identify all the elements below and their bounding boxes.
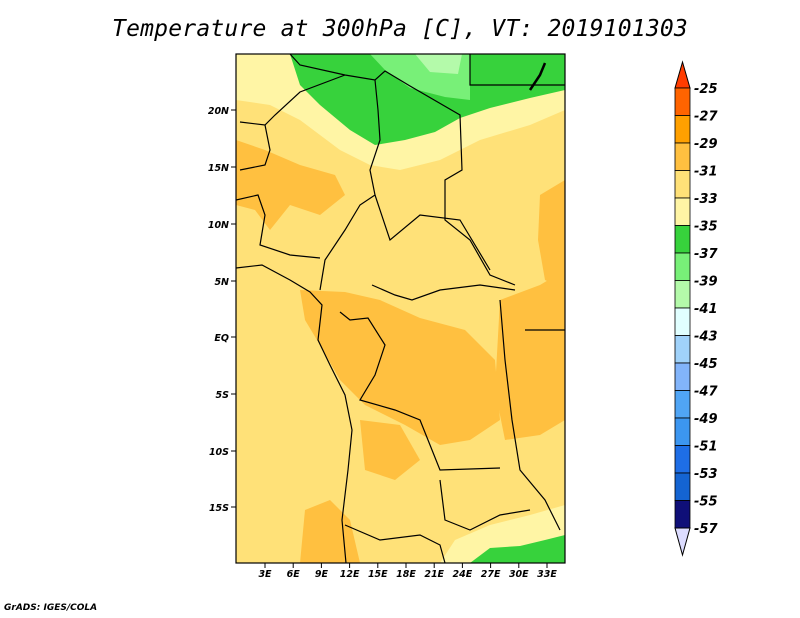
colorbar-label: -49 bbox=[694, 412, 718, 427]
colorbar-label: -31 bbox=[694, 165, 718, 180]
colorbar-label: -45 bbox=[694, 357, 718, 372]
colorbar-swatch bbox=[674, 87, 691, 116]
map-frame bbox=[235, 53, 566, 564]
colorbar-swatch bbox=[674, 335, 691, 364]
colorbar-swatch bbox=[674, 472, 691, 501]
colorbar-swatch bbox=[674, 142, 691, 171]
lon-label: 12E bbox=[340, 569, 360, 580]
lat-label: 5S bbox=[216, 390, 230, 401]
colorbar-under-arrow bbox=[674, 527, 691, 557]
colorbar-label: -43 bbox=[694, 330, 718, 345]
lon-axis: 3E 6E 9E 12E 15E 18E 21E 24E 27E 30E 33E bbox=[258, 563, 557, 580]
colorbar-swatch bbox=[674, 390, 691, 419]
field-orange-central bbox=[360, 420, 420, 480]
colorbar-swatch bbox=[674, 170, 691, 199]
colorbar-swatch bbox=[674, 362, 691, 391]
temperature-field bbox=[236, 54, 565, 563]
lat-label: EQ bbox=[214, 333, 229, 344]
borders bbox=[236, 54, 565, 563]
lat-label: 10N bbox=[208, 220, 229, 231]
colorbar-swatch bbox=[674, 252, 691, 281]
colorbar-label: -33 bbox=[694, 192, 718, 207]
colorbar-label: -53 bbox=[694, 467, 718, 482]
lon-label: 15E bbox=[368, 569, 388, 580]
field-orange-east bbox=[495, 270, 565, 440]
lon-label: 24E bbox=[453, 569, 473, 580]
colorbar-swatch bbox=[674, 417, 691, 446]
lon-label: 30E bbox=[509, 569, 529, 580]
colorbar-swatch bbox=[674, 197, 691, 226]
colorbar-swatch bbox=[674, 500, 691, 529]
colorbar-label: -37 bbox=[694, 247, 718, 262]
field-palegreen-north bbox=[415, 54, 462, 74]
colorbar-swatch bbox=[674, 307, 691, 336]
lon-label: 6E bbox=[287, 569, 301, 580]
colorbar-swatch bbox=[674, 225, 691, 254]
colorbar-label: -29 bbox=[694, 137, 718, 152]
field-green-south bbox=[470, 535, 565, 563]
lon-label: 3E bbox=[258, 569, 272, 580]
colorbar-label: -47 bbox=[694, 385, 718, 400]
colorbar-label: -35 bbox=[694, 220, 718, 235]
lat-label: 10S bbox=[209, 447, 229, 458]
plot-title: Temperature at 300hPa [C], VT: 201910130… bbox=[112, 16, 688, 42]
colorbar: -25 -27 -29 -31 -33 -35 -37 -39 -41 -43 -45 -47 -49 -… bbox=[674, 60, 718, 557]
colorbar-swatch bbox=[674, 280, 691, 309]
colorbar-label: -27 bbox=[694, 110, 718, 125]
colorbar-over-arrow bbox=[674, 60, 691, 89]
colorbar-label: -51 bbox=[694, 440, 718, 455]
colorbar-swatch bbox=[674, 115, 691, 144]
field-orange-congo bbox=[300, 290, 500, 445]
lat-label: 5N bbox=[214, 277, 229, 288]
lon-label: 27E bbox=[481, 569, 501, 580]
field-orange-west bbox=[236, 140, 345, 230]
colorbar-label: -41 bbox=[694, 302, 718, 317]
colorbar-swatch bbox=[674, 445, 691, 474]
colorbar-label: -39 bbox=[694, 275, 718, 290]
field-orange-northeast bbox=[538, 180, 565, 290]
colorbar-label: -55 bbox=[694, 495, 718, 510]
lat-label: 20N bbox=[208, 106, 229, 117]
lat-label: 15S bbox=[209, 503, 229, 514]
lat-axis: 20N 15N 10N 5N EQ 5S 10S 15S bbox=[208, 106, 236, 514]
lon-label: 33E bbox=[537, 569, 557, 580]
colorbar-label: -25 bbox=[694, 82, 718, 97]
lon-label: 9E bbox=[315, 569, 329, 580]
lon-label: 21E bbox=[424, 569, 444, 580]
lon-label: 18E bbox=[396, 569, 416, 580]
footer-credit: GrADS: IGES/COLA bbox=[4, 603, 98, 613]
lat-label: 15N bbox=[208, 163, 229, 174]
colorbar-label: -57 bbox=[694, 522, 718, 537]
